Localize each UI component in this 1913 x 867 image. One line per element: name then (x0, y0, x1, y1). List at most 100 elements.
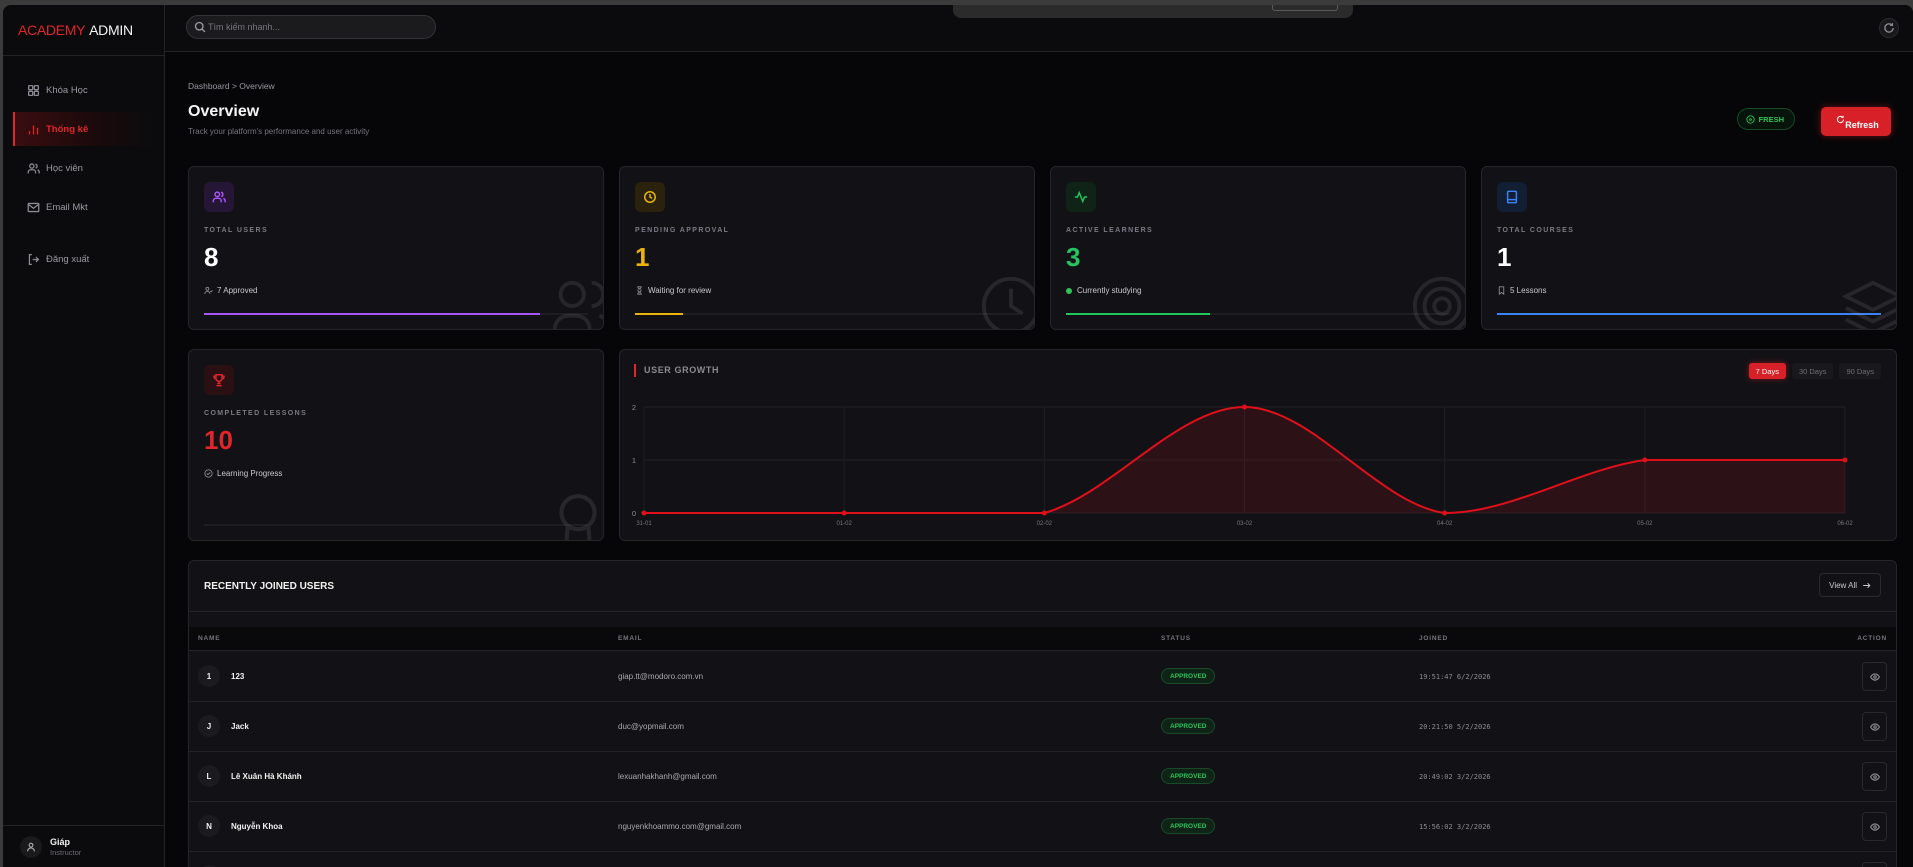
brand-part2: ADMIN (89, 22, 133, 38)
status-badge: APPROVED (1161, 768, 1216, 784)
data-point (1642, 457, 1648, 463)
users-icon (212, 191, 226, 203)
table-row[interactable]: APPROVED (189, 852, 1896, 867)
user-name: Giáp (50, 836, 71, 847)
x-tick-label: 02-02 (1037, 521, 1053, 527)
data-point (841, 510, 847, 516)
table-column-headers: NAME EMAIL STATUS JOINED ACTION (189, 627, 1896, 651)
table-row[interactable]: N Nguyễn Khoa nguyenkhoammo.com@gmail.com A… (189, 802, 1896, 852)
view-all-label: View All (1829, 580, 1857, 590)
column-header-name[interactable]: NAME (198, 635, 221, 642)
stat-sub-text: Learning Progress (217, 469, 283, 478)
avatar (20, 835, 42, 858)
stat-label: TOTAL USERS (204, 227, 269, 234)
x-tick-label: 06-02 (1837, 521, 1853, 527)
stat-icon-box (1066, 182, 1096, 212)
eye-icon (1869, 772, 1880, 781)
view-user-button[interactable] (1862, 812, 1887, 841)
mail-icon (27, 202, 40, 212)
brand-part1: ACADEMY (18, 22, 86, 38)
fresh-status-badge: FRESH (1736, 108, 1795, 130)
stat-card-total-courses: TOTAL COURSES 1 5 Lessons (1481, 166, 1897, 330)
view-user-button[interactable] (1862, 862, 1887, 867)
view-user-button[interactable] (1862, 712, 1887, 741)
logout-label: Đăng xuất (46, 253, 90, 265)
column-header-email[interactable]: EMAIL (618, 635, 643, 642)
table-title: RECENTLY JOINED USERS (204, 580, 335, 592)
stat-sub-text: 7 Approved (217, 286, 258, 295)
stat-icon-box (635, 182, 665, 212)
browser-overlay-bar (953, 5, 1353, 18)
x-tick-label: 05-02 (1637, 521, 1653, 527)
brand-logo[interactable]: ACADEMY ADMIN (3, 5, 164, 56)
stat-sub: Waiting for review (635, 286, 711, 295)
stat-label: COMPLETED LESSONS (204, 410, 308, 417)
column-header-action: ACTION (1857, 635, 1887, 642)
search-icon (194, 21, 206, 33)
table-row[interactable]: J Jack duc@yopmail.com APPROVED 20:21:50 5/2… (189, 702, 1896, 752)
avatar: J (198, 715, 220, 737)
sidebar-item-hoc-vien[interactable]: Học viên (13, 151, 154, 185)
table-header: RECENTLY JOINED USERS (189, 561, 1896, 612)
check-circle-icon (1745, 114, 1755, 124)
range-tab-30-days[interactable]: 30 Days (1791, 363, 1834, 379)
stat-sub: Learning Progress (204, 469, 282, 478)
y-tick-label: 1 (632, 456, 636, 465)
bookmark-icon (1498, 286, 1505, 295)
stat-card-active-learners: ACTIVE LEARNERS 3 Currently studying (1050, 166, 1466, 330)
logout-button[interactable]: Đăng xuất (13, 242, 154, 276)
view-all-button[interactable]: View All (1819, 573, 1881, 597)
sidebar-item-thong-ke[interactable]: Thống kê (13, 112, 154, 146)
stat-card-total-users: TOTAL USERS 8 7 Approved (188, 166, 604, 330)
activity-icon (1074, 190, 1088, 204)
layers-watermark-icon (1841, 275, 1896, 329)
view-user-button[interactable] (1862, 662, 1887, 691)
stat-label: ACTIVE LEARNERS (1066, 227, 1154, 234)
user-check-icon (204, 286, 213, 294)
stat-icon-box (204, 365, 234, 395)
progress-fill (1497, 313, 1881, 315)
view-user-button[interactable] (1862, 762, 1887, 791)
eye-icon (1869, 722, 1880, 731)
range-tabs: 7 Days 30 Days 90 Days (1748, 363, 1881, 379)
refresh-icon (1836, 115, 1845, 124)
avatar: L (198, 765, 220, 787)
user-growth-chart: 0 1 2 31-01 01-02 02-02 03-02 04-02 05-02 06-02 (632, 403, 1854, 527)
user-role: Instructor (50, 847, 82, 857)
sidebar: ACADEMY ADMIN Khóa Học Thống kê Học viên… (3, 5, 165, 867)
stat-value: 8 (204, 242, 219, 272)
user-email: duc@yopmail.com (618, 722, 684, 731)
page-subtitle: Track your platform's performance and us… (188, 127, 370, 136)
eye-icon (1869, 822, 1880, 831)
refresh-label: Refresh (1845, 120, 1879, 130)
column-header-status[interactable]: STATUS (1161, 635, 1191, 642)
column-header-joined[interactable]: JOINED (1419, 635, 1449, 642)
stat-card-completed-lessons: COMPLETED LESSONS 10 Learning Progress (188, 349, 604, 541)
progress-track (1497, 313, 1881, 315)
progress-track (635, 313, 1019, 315)
overlay-button[interactable] (1272, 5, 1338, 11)
y-tick-label: 2 (632, 403, 636, 412)
joined-timestamp: 15:56:02 3/2/2026 (1419, 823, 1491, 831)
stat-value: 10 (204, 425, 233, 455)
refresh-button[interactable]: Refresh (1821, 107, 1891, 136)
stat-icon-box (204, 182, 234, 212)
x-tick-label: 03-02 (1237, 521, 1253, 527)
top-refresh-button[interactable] (1879, 18, 1899, 38)
table-row[interactable]: L Lê Xuân Hà Khánh lexuanhakhanh@gmail.com… (189, 752, 1896, 802)
x-tick-label: 31-01 (636, 521, 652, 527)
range-tab-7-days[interactable]: 7 Days (1748, 363, 1786, 379)
range-tab-90-days[interactable]: 90 Days (1839, 363, 1881, 379)
avatar: N (198, 815, 220, 837)
table-row[interactable]: 1 123 giap.tt@modoro.com.vn APPROVED 19:51:4… (189, 652, 1896, 702)
sidebar-item-khoa-hoc[interactable]: Khóa Học (13, 73, 154, 107)
stat-label: TOTAL COURSES (1497, 227, 1575, 234)
sidebar-item-email-mkt[interactable]: Email Mkt (13, 190, 154, 224)
user-profile[interactable]: Giáp Instructor (3, 825, 164, 867)
search-input[interactable] (208, 22, 418, 32)
search-box[interactable] (186, 15, 436, 39)
progress-fill (1066, 313, 1210, 315)
user-name: Nguyễn Khoa (231, 822, 283, 831)
area-fill (644, 407, 1845, 513)
target-watermark-icon (1411, 275, 1465, 329)
